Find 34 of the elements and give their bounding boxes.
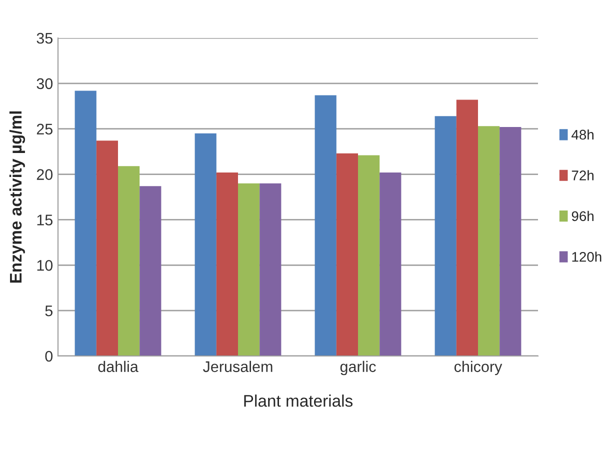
y-tick-label: 35	[36, 32, 52, 44]
bar	[194, 133, 216, 356]
legend-label: 48h	[572, 129, 594, 140]
bar	[118, 166, 140, 356]
bar	[216, 172, 238, 356]
legend-label: 72h	[572, 170, 594, 180]
bar	[96, 140, 118, 356]
bar	[500, 127, 522, 356]
x-tick-label: Jerusalem	[203, 360, 272, 372]
y-tick-label: 0	[45, 350, 53, 362]
y-tick-label: 10	[37, 260, 53, 271]
y-tick-label: 20	[36, 169, 53, 180]
bar	[380, 172, 402, 356]
y-tick-label: 30	[36, 78, 53, 90]
x-tick-label: dahlia	[98, 360, 138, 372]
bar	[140, 186, 162, 356]
bar	[478, 126, 500, 356]
bar	[74, 90, 96, 356]
bar	[434, 116, 456, 356]
bar	[314, 95, 336, 356]
legend-label: 96h	[572, 210, 594, 222]
x-axis-title: Plant materials	[244, 394, 353, 407]
y-tick-label: 25	[36, 124, 52, 135]
y-axis-title: Enzyme activity µg/ml	[9, 111, 26, 283]
y-tick-label: 5	[45, 306, 52, 316]
bar	[456, 100, 478, 356]
legend-label: 120h	[572, 252, 602, 262]
x-tick-label: garlic	[340, 360, 376, 376]
bar	[260, 183, 282, 356]
bar	[238, 183, 260, 356]
y-tick-label: 15	[37, 214, 52, 226]
bar	[336, 153, 358, 356]
bar	[358, 155, 380, 356]
x-tick-label: chicory	[454, 360, 502, 376]
